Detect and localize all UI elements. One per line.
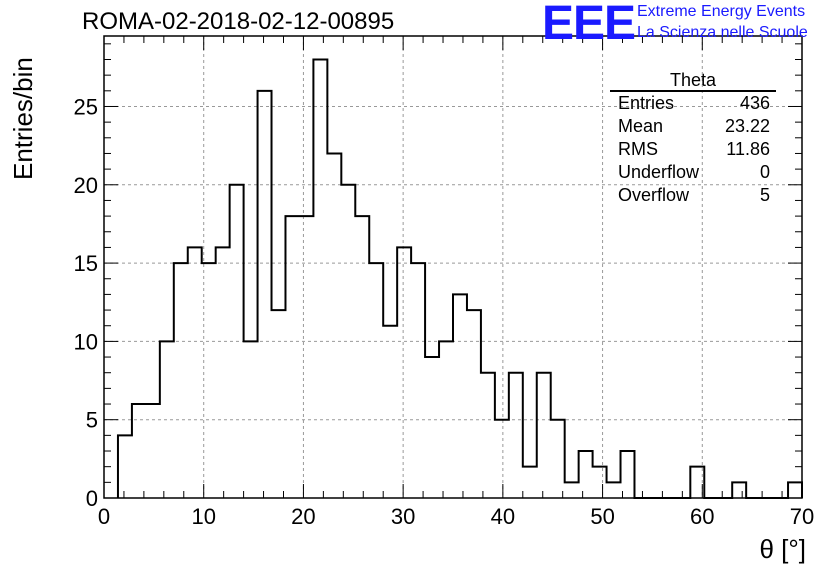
logo-subtitle-1: Extreme Energy Events [637,3,806,20]
stats-label: Entries [618,93,675,113]
plot-frame [103,35,803,499]
histogram-bin [327,153,341,498]
stats-row-overflow: Overflow 5 [610,184,776,207]
histogram-bin [621,451,635,498]
eee-logo: EEE [542,0,636,50]
stats-value: 436 [739,93,770,113]
x-tick-label: 20 [291,504,315,529]
histogram-bin [495,420,509,498]
histogram-bin [146,404,160,498]
histogram-bin [397,247,411,498]
y-tick-label: 15 [74,251,98,276]
histogram-bin [174,263,188,498]
histogram-bin [299,216,313,498]
x-tick-label: 50 [590,504,614,529]
x-tick-label: 70 [790,504,814,529]
histogram-bin [285,216,299,498]
histogram-bin [481,373,495,498]
y-tick-label: 25 [74,94,98,119]
histogram-bin [537,373,551,498]
histogram-bin [202,263,216,498]
histogram-bin [383,326,397,498]
histogram-bin [551,420,565,498]
stats-title: Theta [610,70,776,92]
histogram-bin [411,263,425,498]
stats-row-mean: Mean 23.22 [610,115,776,138]
histogram-bin [425,357,439,498]
x-axis-label: θ [°] [759,534,806,564]
x-tick-label: 60 [690,504,714,529]
histogram-bin [565,482,579,498]
histogram-bin [132,404,146,498]
histogram-bin [607,482,621,498]
stats-row-entries: Entries 436 [610,92,776,115]
histogram-bin [216,247,230,498]
histogram-bin [118,435,132,498]
histogram-bin [160,341,174,498]
histogram-bin [369,263,383,498]
y-tick-label: 5 [86,408,98,433]
histogram-bin [453,294,467,498]
stats-label: Underflow [618,162,700,182]
y-axis-label: Entries/bin [8,57,38,180]
x-tick-label: 30 [391,504,415,529]
stats-label: Mean [618,116,664,136]
histogram-bin [439,341,453,498]
histogram-bin [341,185,355,498]
histogram-bin [258,91,272,498]
stats-value: 11.86 [726,139,770,159]
stats-value: 23.22 [724,116,770,136]
y-tick-label: 0 [86,486,98,511]
logo-subtitle-2: La Scienza nelle Scuole [637,24,808,41]
y-tick-label: 20 [74,173,98,198]
histogram-bin [188,247,202,498]
stats-row-underflow: Underflow 0 [610,161,776,184]
x-tick-label: 40 [491,504,515,529]
histogram-bin [467,310,481,498]
histogram-bin [355,216,369,498]
histogram-bin [593,467,607,498]
histogram-bin [579,451,593,498]
x-tick-label: 10 [191,504,215,529]
stats-label: RMS [618,139,658,159]
histogram-bin [272,310,286,498]
histogram-bin [313,59,327,498]
stats-value: 5 [759,185,770,205]
stats-box: Theta Entries 436 Mean 23.22 RMS 11.86 U… [610,70,776,207]
histogram-bin [230,185,244,498]
y-tick-label: 10 [74,329,98,354]
histogram-bin [788,482,802,498]
histogram-bin [509,373,523,498]
histogram-bin [690,467,704,498]
stats-row-rms: RMS 11.86 [610,138,776,161]
histogram-bin [732,482,746,498]
stats-value: 0 [759,162,770,182]
histogram-bin [244,341,258,498]
x-tick-label: 0 [98,504,110,529]
histogram-bin [523,467,537,498]
stats-label: Overflow [618,185,690,205]
run-title: ROMA-02-2018-02-12-00895 [82,8,395,35]
